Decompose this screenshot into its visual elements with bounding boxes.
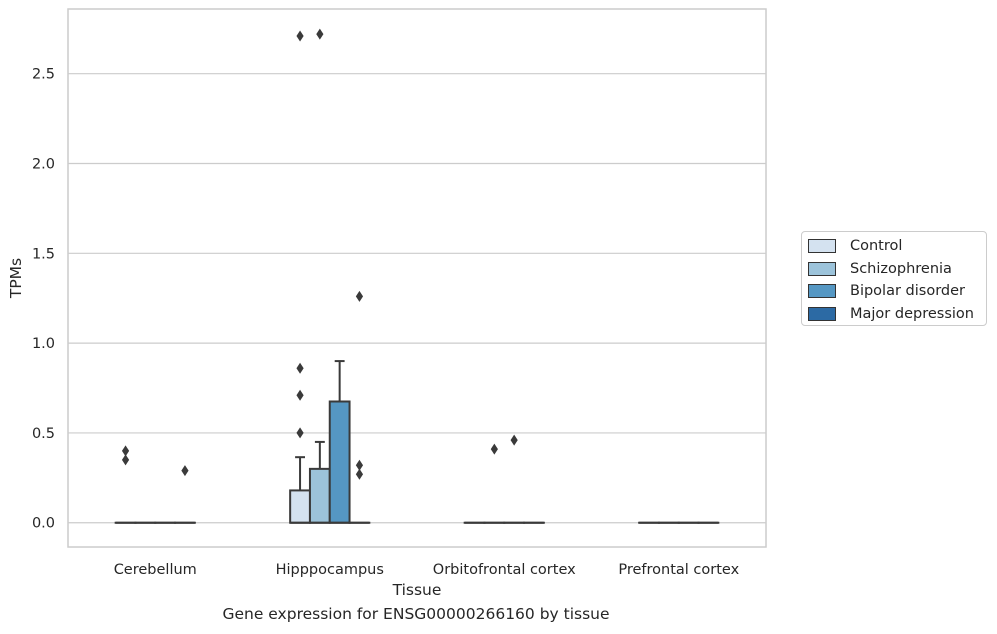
legend-swatch	[808, 284, 836, 299]
x-tick-label: Hipppocampus	[276, 562, 384, 578]
legend-label: Schizophrenia	[850, 260, 952, 277]
y-tick-label: 2.5	[32, 67, 55, 83]
plot-frame	[67, 8, 767, 548]
y-tick-label: 1.5	[32, 246, 55, 262]
outlier-point	[355, 468, 364, 480]
legend-swatch	[808, 261, 836, 276]
outlier-point	[121, 454, 130, 466]
outlier-point	[296, 362, 304, 374]
legend-item: Major depression	[808, 303, 986, 326]
outlier-point	[121, 445, 130, 457]
outlier-point	[355, 459, 364, 471]
box	[308, 467, 331, 524]
outlier-point	[316, 28, 324, 40]
y-axis-label: TPMs	[7, 258, 25, 299]
grid-lines	[68, 73, 766, 524]
x-tick-labels: Cerebellum Hipppocampus Orbitofrontal cort…	[114, 562, 740, 578]
box	[328, 400, 351, 524]
legend-swatch	[808, 239, 836, 254]
outlier-point	[510, 434, 518, 446]
legend: Control Schizophrenia Bipolar disorder Majo…	[801, 231, 987, 326]
x-tick-label: Prefrontal cortex	[618, 562, 739, 578]
y-tick-label: 0.5	[32, 426, 55, 442]
legend-label: Control	[850, 238, 903, 255]
outlier-point	[355, 290, 364, 302]
box	[289, 489, 311, 524]
x-tick-label: Orbitofrontal cortex	[433, 562, 576, 578]
x-tick-label: Cerebellum	[114, 562, 197, 578]
chart-title: Gene expression for ENSG00000266160 by t…	[222, 605, 610, 623]
legend-item: Schizophrenia	[808, 258, 986, 281]
legend-swatch	[808, 306, 836, 321]
outlier-point	[181, 465, 189, 477]
y-tick-label: 2.0	[32, 156, 55, 172]
outlier-point	[296, 30, 304, 42]
y-tick-label: 0.0	[32, 516, 55, 532]
x-axis-label: Tissue	[392, 581, 442, 599]
outlier-point	[490, 443, 498, 455]
legend-item: Control	[808, 235, 986, 258]
y-tick-labels: 0.0 0.5 1.0 1.5 2.0 2.5	[32, 67, 55, 532]
y-tick-label: 1.0	[32, 336, 55, 352]
legend-label: Bipolar disorder	[850, 283, 965, 300]
outlier-point	[296, 389, 304, 401]
legend-label: Major depression	[850, 305, 974, 322]
outlier-point	[296, 427, 304, 439]
legend-item: Bipolar disorder	[808, 280, 986, 303]
box-series	[114, 28, 720, 524]
